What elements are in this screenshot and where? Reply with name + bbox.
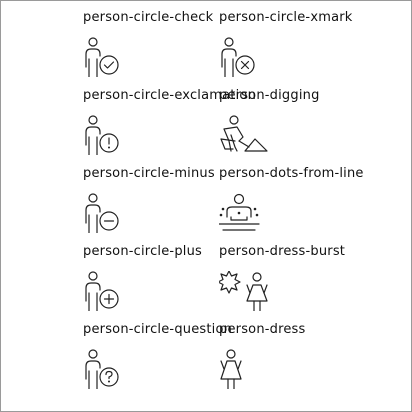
person-circle-xmark-icon xyxy=(219,37,271,77)
icon-item-person-dress[interactable]: person-dress xyxy=(219,313,389,391)
icon-label: person-circle-minus xyxy=(83,166,215,181)
icon-label: person-dots-from-line xyxy=(219,166,364,181)
icon-item-person-circle-xmark[interactable]: person-circle-xmark xyxy=(219,1,389,79)
person-circle-exclamation-icon xyxy=(83,115,135,155)
icon-item-person-dots-from-line[interactable]: person-dots-from-line xyxy=(219,157,389,235)
person-circle-question-icon xyxy=(83,349,135,389)
icon-label: person-circle-check xyxy=(83,10,214,25)
icon-item-person-circle-plus[interactable]: person-circle-plus xyxy=(83,235,253,313)
icon-label: person-digging xyxy=(219,88,320,103)
icon-label: person-circle-question xyxy=(83,322,233,337)
icon-item-person-circle-exclamation[interactable]: person-circle-exclamation xyxy=(83,79,257,157)
icon-label: person-circle-exclamation xyxy=(83,88,257,103)
icon-item-person-circle-check[interactable]: person-circle-check xyxy=(83,1,253,79)
person-circle-check-icon xyxy=(83,37,135,77)
icon-label: person-circle-xmark xyxy=(219,10,353,25)
icon-label: person-dress-burst xyxy=(219,244,346,259)
person-dress-icon xyxy=(219,349,271,389)
person-dress-burst-icon xyxy=(219,271,271,311)
person-circle-minus-icon xyxy=(83,193,135,233)
person-circle-plus-icon xyxy=(83,271,135,311)
icon-item-person-digging[interactable]: person-digging xyxy=(219,79,389,157)
icon-item-person-circle-question[interactable]: person-circle-question xyxy=(83,313,253,391)
icon-label: person-circle-plus xyxy=(83,244,202,259)
icon-item-person-dress-burst[interactable]: person-dress-burst xyxy=(219,235,389,313)
person-dots-from-line-icon xyxy=(219,193,271,233)
icon-item-person-circle-minus[interactable]: person-circle-minus xyxy=(83,157,253,235)
person-digging-icon xyxy=(219,115,271,155)
icon-label: person-dress xyxy=(219,322,306,337)
